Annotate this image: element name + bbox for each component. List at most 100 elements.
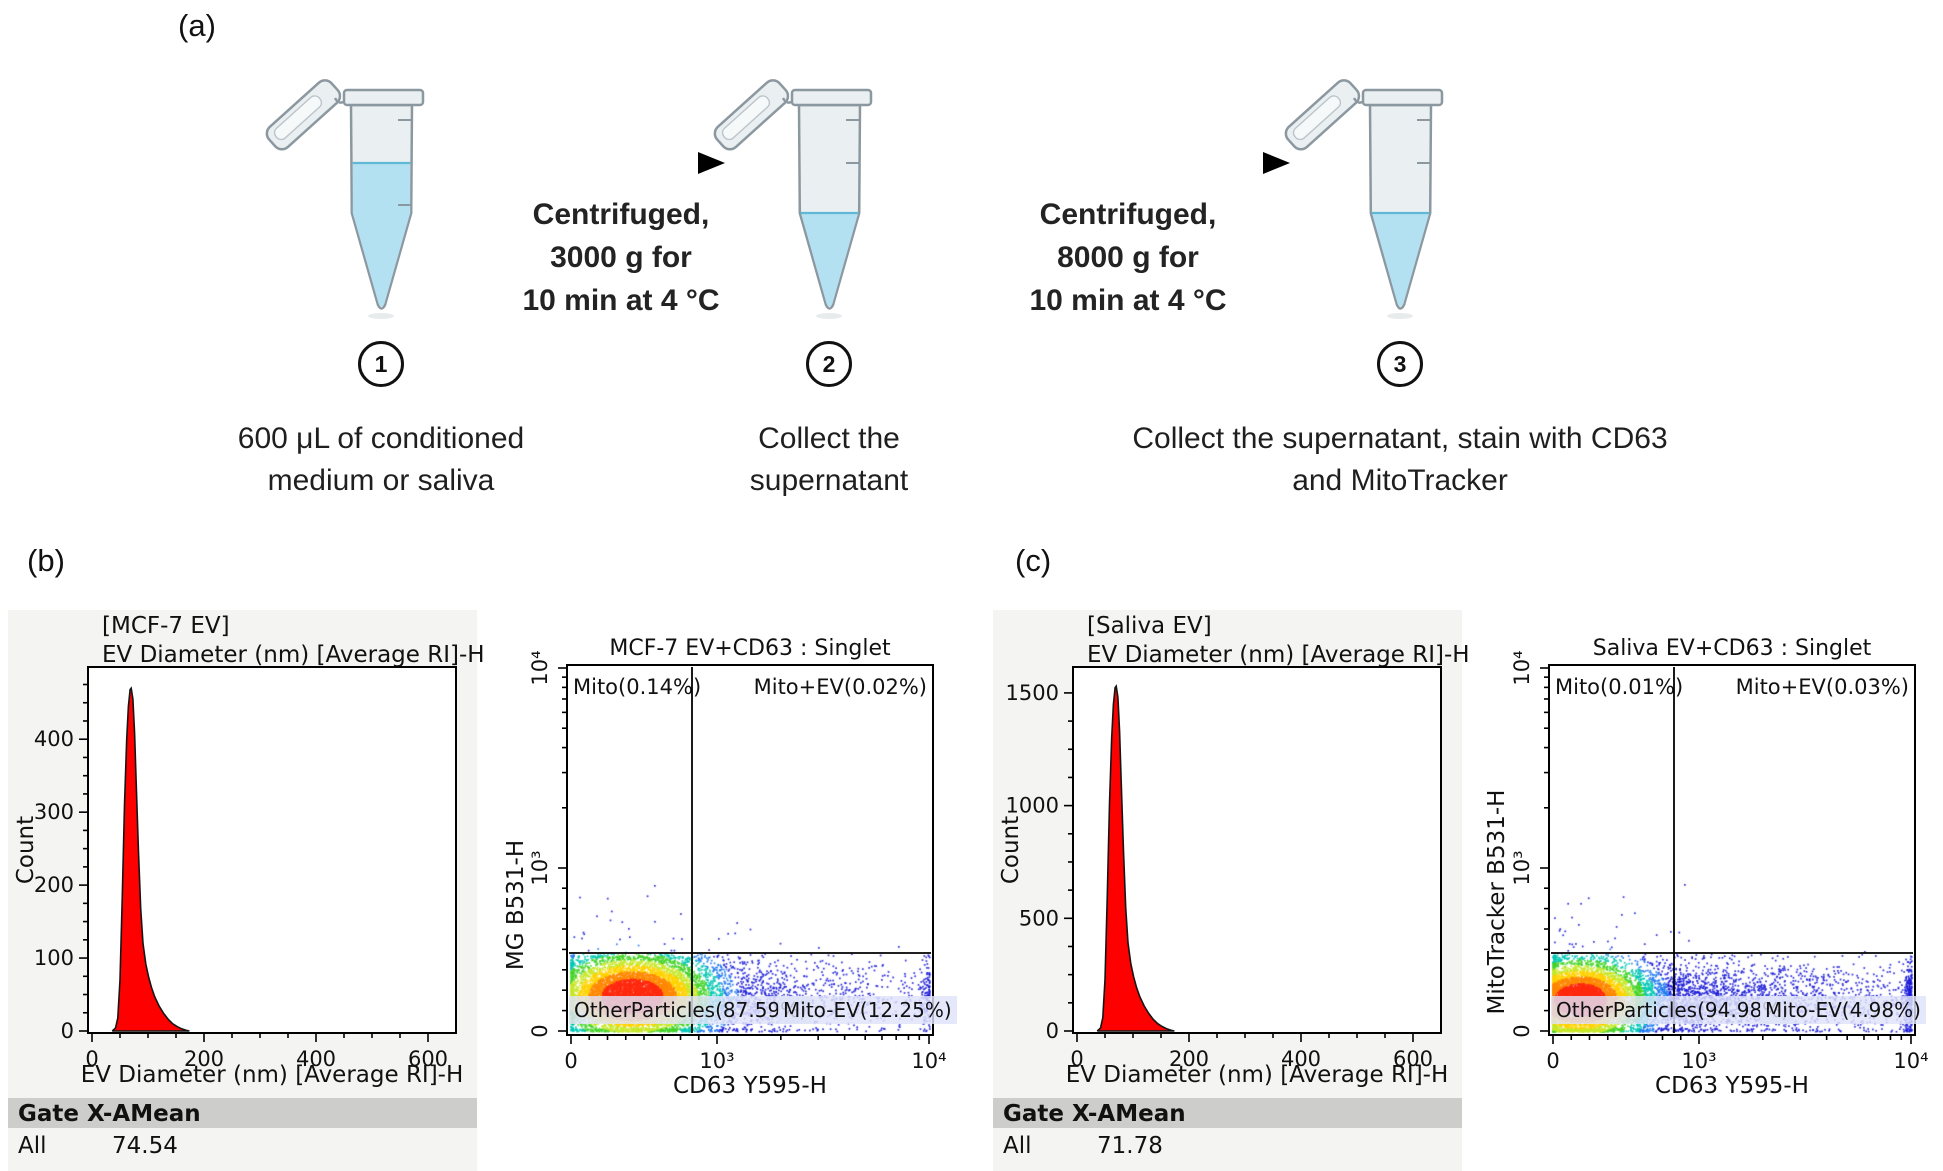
plot-frame (1548, 664, 1916, 1036)
arrow-step-label-line: 8000 g for (1057, 241, 1199, 274)
microtube-step-3 (1270, 8, 1450, 322)
x-tick-label: 10⁴ (1893, 1049, 1928, 1073)
x-tick-label: 0 (85, 1047, 98, 1071)
gate-table-header-band (8, 1098, 477, 1128)
arrow-step-label-line: 10 min at 4 °C (1029, 284, 1227, 317)
microtube-step-2 (699, 8, 879, 322)
tube-icon (1284, 79, 1444, 319)
y-tick-label: 200 (34, 873, 74, 897)
y-axis-ticks (79, 683, 88, 1032)
quadrant-label-other-particles: OtherParticles(87.59%) (569, 996, 812, 1024)
histogram-plot-saliva: 0 200 400 600 0 500 1000 1500 (993, 610, 1462, 1171)
x-tick-label: 0 (1070, 1047, 1083, 1071)
tick-labels: 0 10³ 10⁴ 0 10³ 10⁴ (528, 650, 947, 1073)
y-tick-label: 1000 (1006, 794, 1059, 818)
y-tick-label: 10⁴ (528, 650, 552, 685)
y-tick-label: 0 (61, 1019, 74, 1043)
tube-icon (265, 79, 425, 319)
scatter-svg: 0 10³ 10⁴ 0 10³ 10⁴ (528, 650, 947, 1073)
tube-cap-icon (1284, 79, 1361, 151)
step-caption-line: and MitoTracker (1292, 464, 1508, 497)
plot-frame (1072, 666, 1442, 1034)
histogram-curve (111, 686, 190, 1032)
histogram-title-parameter: EV Diameter (nm) [Average RI]-H (102, 642, 485, 668)
step-caption-line: 600 μL of conditioned (237, 422, 525, 455)
tube-liquid (1372, 213, 1430, 307)
tube-liquid (352, 163, 411, 307)
y-tick-label: 0 (528, 1024, 552, 1037)
tube-cap-icon (265, 79, 342, 151)
x-tick-label: 400 (1281, 1047, 1321, 1071)
x-tick-label: 600 (408, 1047, 448, 1071)
y-tick-label: 0 (1510, 1024, 1534, 1037)
process-arrow-icon (518, 148, 725, 178)
y-tick-label: 400 (34, 727, 74, 751)
gate-table-row-gate: All (1003, 1133, 1032, 1159)
x-axis-title-diameter: EV Diameter (nm) [Average RI]-H (80, 1062, 464, 1088)
gate-table-header: Gate X-AMean (1003, 1101, 1186, 1127)
y-tick-label: 0 (1046, 1019, 1059, 1043)
y-tick-label: 10⁴ (1510, 650, 1534, 685)
step-caption: Collect the supernatant, stain with CD63… (1070, 418, 1730, 502)
histogram-svg: 0 200 400 600 0 500 1000 1500 (1006, 666, 1442, 1071)
scatter-title-saliva: Saliva EV+CD63 : Singlet (1592, 636, 1872, 661)
x-tick-label: 0 (564, 1049, 577, 1073)
panel-c-label: (c) (1015, 543, 1052, 578)
gate-table-header: Gate X-AMean (18, 1101, 201, 1127)
histogram-title-sample: [MCF-7 EV] (102, 613, 230, 639)
x-tick-label: 200 (184, 1047, 224, 1071)
gate-table-header-band (993, 1098, 1462, 1128)
x-axis-title-cd63: CD63 Y595-H (1655, 1073, 1809, 1099)
y-tick-label: 500 (1019, 906, 1059, 930)
arrow-icon (518, 152, 725, 174)
tube-shadow (1387, 313, 1413, 319)
arrow-step-label-line: 10 min at 4 °C (522, 284, 720, 317)
tube-shadow (368, 313, 394, 319)
workflow-diagram: 1 600 μL of conditioned medium or saliva 2… (0, 0, 1943, 510)
tube-icon (713, 79, 873, 319)
tube-rim (342, 88, 425, 107)
step-caption: 600 μL of conditioned medium or saliva (51, 418, 711, 502)
scatter-point-cloud-saliva (1550, 666, 1914, 1034)
y-axis-ticks (1064, 692, 1073, 1032)
tube-liquid (801, 213, 859, 307)
tube-cap-icon (713, 79, 790, 151)
y-axis-ticks (558, 667, 567, 1032)
step-caption-line: Collect the (758, 422, 900, 455)
step-caption-line: Collect the supernatant, stain with CD63 (1132, 422, 1668, 455)
x-tick-label: 200 (1169, 1047, 1209, 1071)
scatter-plot-mcf7: 0 10³ 10⁴ 0 10³ 10⁴ (487, 610, 957, 1171)
step-number-badge: 3 (1377, 341, 1423, 387)
arrow-step-label-line: Centrifuged, (532, 198, 710, 231)
x-tick-label: 10³ (699, 1049, 734, 1073)
quadrant-label-other-particles: OtherParticles(94.98%) (1551, 996, 1794, 1024)
arrow-step-label-line: Centrifuged, (1039, 198, 1217, 231)
plot-frame (566, 664, 934, 1036)
y-axis-ticks (1540, 667, 1549, 1032)
y-tick-label: 10³ (1510, 850, 1534, 885)
x-tick-label: 400 (296, 1047, 336, 1071)
x-axis-ticks (570, 1035, 930, 1044)
plot-frame (87, 666, 457, 1034)
tick-labels: 0 10³ 10⁴ 0 10³ 10⁴ (1510, 650, 1929, 1073)
x-axis-ticks (91, 1033, 429, 1042)
tick-labels: 0 200 400 600 0 100 200 300 400 (34, 727, 448, 1071)
microtube-step-1 (251, 8, 431, 322)
x-tick-label: 10³ (1681, 1049, 1716, 1073)
step-number-badge: 1 (358, 341, 404, 387)
y-tick-label: 100 (34, 946, 74, 970)
y-tick-label: 1500 (1006, 681, 1059, 705)
step-caption-line: medium or saliva (267, 464, 495, 497)
step-caption: Collect the supernatant (499, 418, 1159, 502)
process-arrow-icon (967, 148, 1290, 178)
x-tick-label: 10⁴ (911, 1049, 946, 1073)
scatter-svg: 0 10³ 10⁴ 0 10³ 10⁴ (1510, 650, 1929, 1073)
panel-a-label: (a) (178, 8, 216, 43)
arrow-step-label-line: 3000 g for (550, 241, 692, 274)
tube-shadow (816, 313, 842, 319)
histogram-title-sample: [Saliva EV] (1087, 613, 1212, 639)
x-axis-ticks (1552, 1035, 1912, 1044)
tick-labels: 0 200 400 600 0 500 1000 1500 (1006, 681, 1434, 1071)
tube-rim (790, 88, 873, 107)
